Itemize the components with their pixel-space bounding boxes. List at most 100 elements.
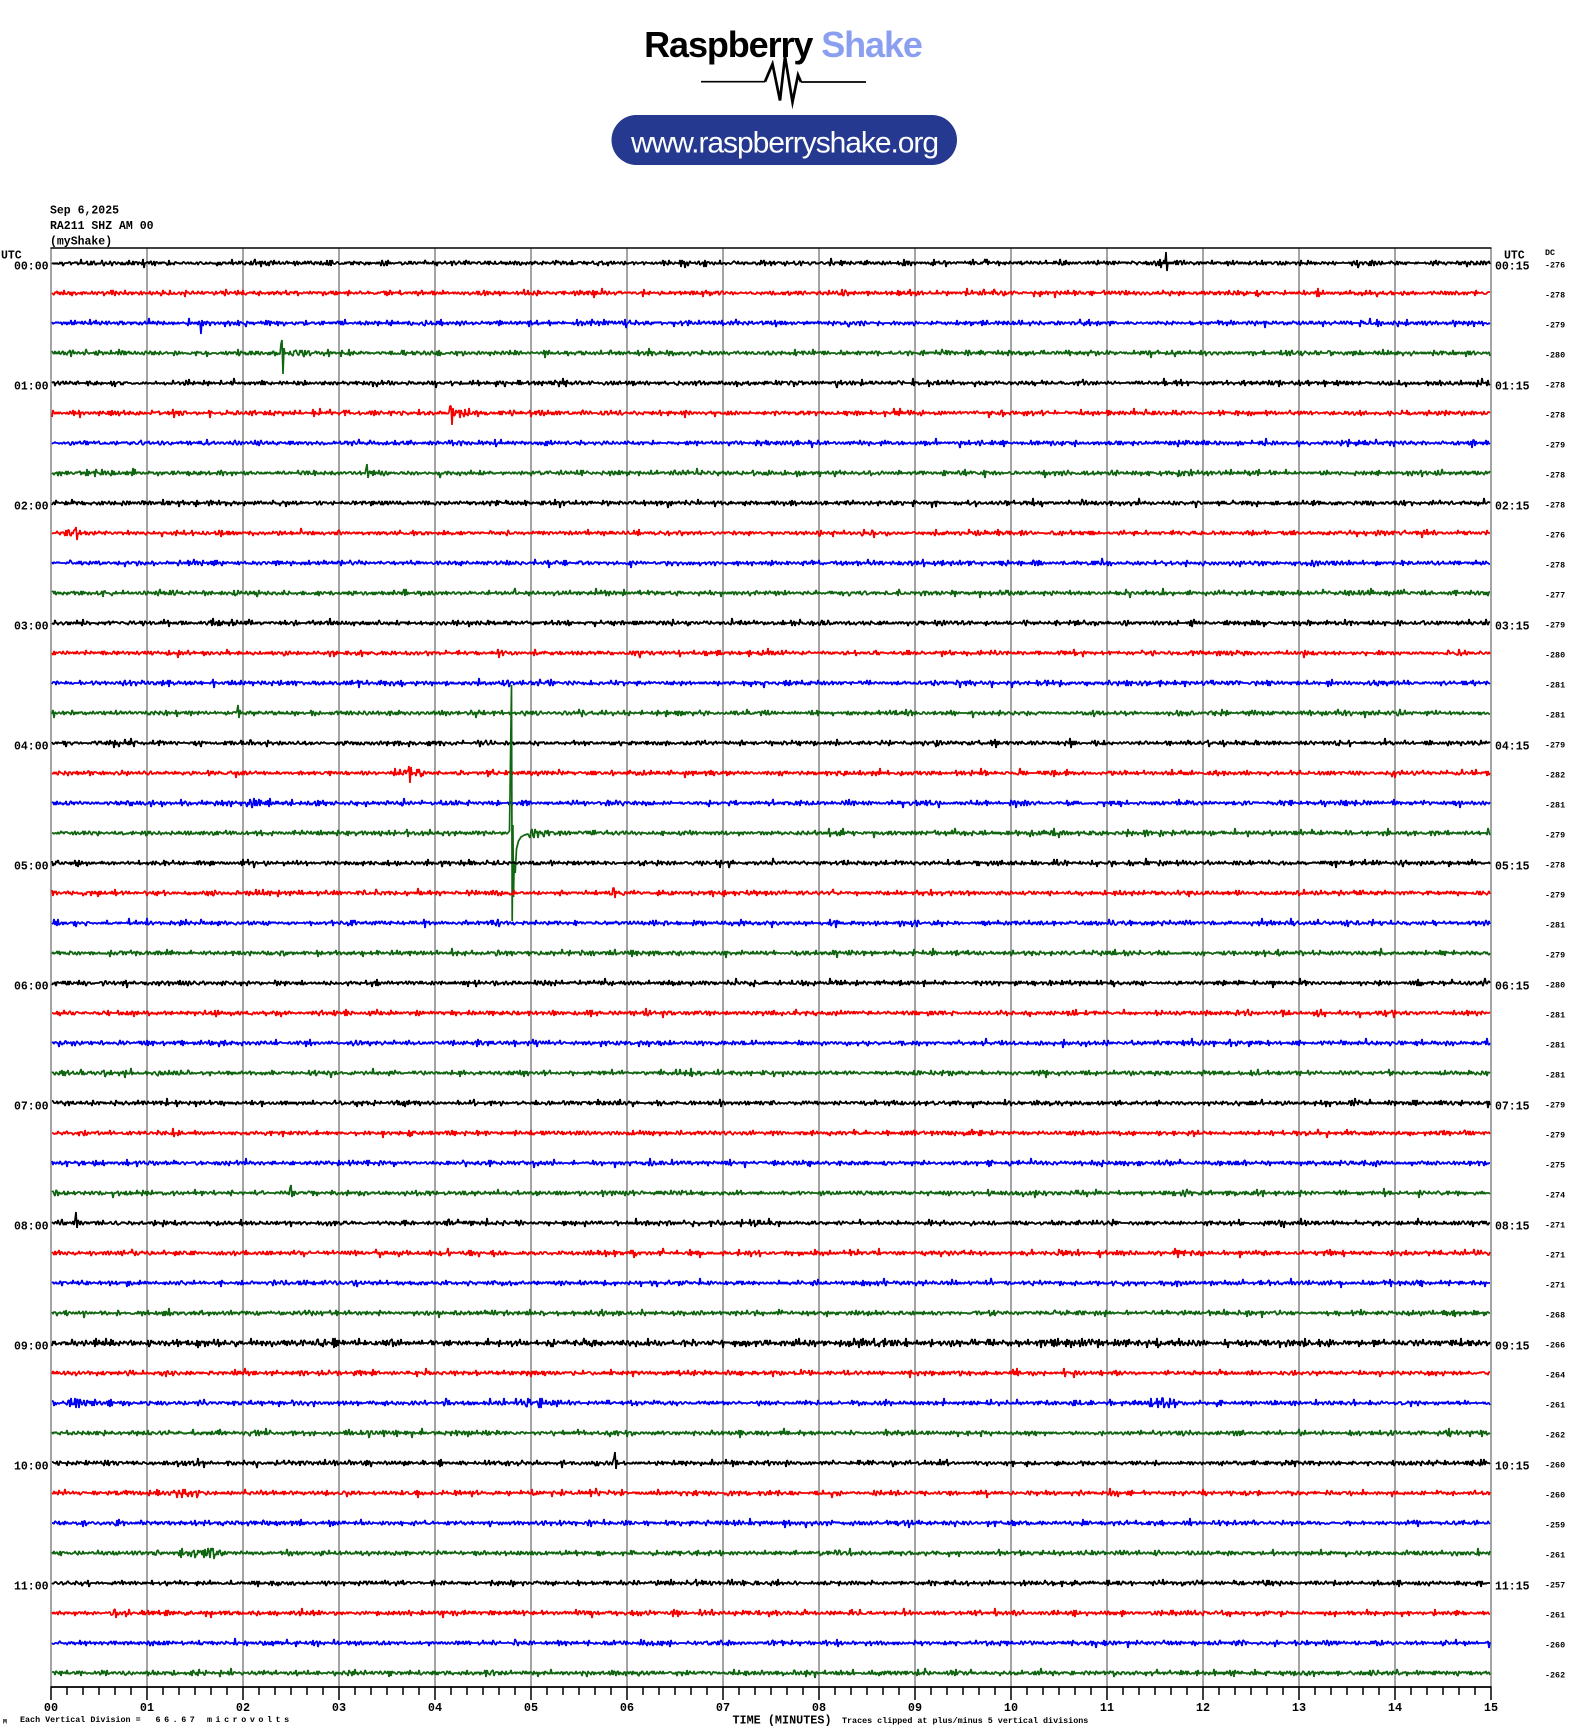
svg-text:-261: -261 xyxy=(1545,1401,1565,1411)
svg-text:-257: -257 xyxy=(1545,1581,1565,1591)
svg-text:-280: -280 xyxy=(1545,651,1565,661)
svg-text:TIME (MINUTES): TIME (MINUTES) xyxy=(732,1714,831,1728)
svg-text:11: 11 xyxy=(1100,1701,1114,1715)
svg-text:02:00: 02:00 xyxy=(14,500,49,513)
svg-text:-276: -276 xyxy=(1545,261,1565,271)
svg-text:14: 14 xyxy=(1388,1701,1402,1715)
svg-text:12: 12 xyxy=(1196,1701,1210,1715)
svg-text:-274: -274 xyxy=(1545,1191,1565,1201)
svg-text:Sep 6,2025: Sep 6,2025 xyxy=(50,205,119,218)
svg-text:-278: -278 xyxy=(1545,291,1565,301)
svg-text:-281: -281 xyxy=(1545,1011,1565,1021)
svg-text:-260: -260 xyxy=(1545,1491,1565,1501)
svg-text:-268: -268 xyxy=(1545,1311,1565,1321)
svg-text:10: 10 xyxy=(1004,1701,1018,1715)
svg-text:09:15: 09:15 xyxy=(1495,1340,1530,1353)
svg-text:03:00: 03:00 xyxy=(14,620,49,633)
svg-text:-276: -276 xyxy=(1545,531,1565,541)
svg-text:-278: -278 xyxy=(1545,861,1565,871)
svg-text:08: 08 xyxy=(812,1701,826,1715)
svg-text:-281: -281 xyxy=(1545,921,1565,931)
svg-text:-281: -281 xyxy=(1545,1071,1565,1081)
svg-text:10:00: 10:00 xyxy=(14,1460,49,1473)
svg-text:-280: -280 xyxy=(1545,981,1565,991)
svg-text:-281: -281 xyxy=(1545,801,1565,811)
svg-text:-281: -281 xyxy=(1545,711,1565,721)
svg-text:-275: -275 xyxy=(1545,1161,1565,1171)
svg-text:-278: -278 xyxy=(1545,501,1565,511)
svg-text:-259: -259 xyxy=(1545,1521,1565,1531)
svg-text:-278: -278 xyxy=(1545,411,1565,421)
svg-text:02: 02 xyxy=(236,1701,250,1715)
svg-text:Raspberry Shake: Raspberry Shake xyxy=(644,24,922,65)
svg-text:-279: -279 xyxy=(1545,831,1565,841)
svg-text:08:00: 08:00 xyxy=(14,1220,49,1233)
svg-text:04: 04 xyxy=(428,1701,442,1715)
svg-text:06:00: 06:00 xyxy=(14,980,49,993)
svg-text:DC: DC xyxy=(1545,248,1555,258)
svg-text:04:15: 04:15 xyxy=(1495,740,1530,753)
svg-text:05: 05 xyxy=(524,1701,538,1715)
svg-text:-261: -261 xyxy=(1545,1551,1565,1561)
svg-text:-279: -279 xyxy=(1545,1101,1565,1111)
svg-text:09:00: 09:00 xyxy=(14,1340,49,1353)
svg-text:09: 09 xyxy=(908,1701,922,1715)
svg-text:00:00: 00:00 xyxy=(14,260,49,273)
svg-text:03:15: 03:15 xyxy=(1495,620,1530,633)
svg-text:03: 03 xyxy=(332,1701,346,1715)
svg-text:10:15: 10:15 xyxy=(1495,1460,1530,1473)
svg-text:Traces clipped at plus/minus 5: Traces clipped at plus/minus 5 vertical … xyxy=(842,1716,1088,1726)
svg-text:00:15: 00:15 xyxy=(1495,260,1530,273)
svg-text:-281: -281 xyxy=(1545,1041,1565,1051)
svg-text:-279: -279 xyxy=(1545,951,1565,961)
svg-text:13: 13 xyxy=(1292,1701,1306,1715)
svg-text:-262: -262 xyxy=(1545,1431,1565,1441)
svg-text:-264: -264 xyxy=(1545,1371,1565,1381)
svg-text:M: M xyxy=(3,1719,7,1726)
svg-text:-278: -278 xyxy=(1545,381,1565,391)
svg-text:UTC: UTC xyxy=(1504,250,1525,263)
svg-text:06: 06 xyxy=(620,1701,634,1715)
svg-text:-279: -279 xyxy=(1545,621,1565,631)
svg-text:01: 01 xyxy=(140,1701,154,1715)
svg-text:-281: -281 xyxy=(1545,681,1565,691)
svg-text:Each Vertical Division =: Each Vertical Division = xyxy=(20,1715,141,1725)
svg-text:02:15: 02:15 xyxy=(1495,500,1530,513)
svg-text:-260: -260 xyxy=(1545,1641,1565,1651)
svg-text:-279: -279 xyxy=(1545,1131,1565,1141)
svg-text:07:00: 07:00 xyxy=(14,1100,49,1113)
svg-text:RA211 SHZ AM 00: RA211 SHZ AM 00 xyxy=(50,220,154,233)
svg-text:11:15: 11:15 xyxy=(1495,1580,1530,1593)
svg-text:08:15: 08:15 xyxy=(1495,1220,1530,1233)
svg-text:-279: -279 xyxy=(1545,321,1565,331)
svg-text:-279: -279 xyxy=(1545,741,1565,751)
svg-text:-266: -266 xyxy=(1545,1341,1565,1351)
svg-text:11:00: 11:00 xyxy=(14,1580,49,1593)
svg-text:-271: -271 xyxy=(1545,1281,1565,1291)
svg-text:06:15: 06:15 xyxy=(1495,980,1530,993)
svg-text:-277: -277 xyxy=(1545,591,1565,601)
svg-text:05:15: 05:15 xyxy=(1495,860,1530,873)
svg-text:-278: -278 xyxy=(1545,561,1565,571)
svg-text:07:15: 07:15 xyxy=(1495,1100,1530,1113)
svg-text:(myShake): (myShake) xyxy=(50,236,112,249)
svg-text:-282: -282 xyxy=(1545,771,1565,781)
svg-text:05:00: 05:00 xyxy=(14,860,49,873)
svg-text:-261: -261 xyxy=(1545,1611,1565,1621)
svg-text:07: 07 xyxy=(716,1701,730,1715)
svg-text:UTC: UTC xyxy=(1,250,22,263)
svg-text:-280: -280 xyxy=(1545,351,1565,361)
svg-text:01:15: 01:15 xyxy=(1495,380,1530,393)
svg-text:-271: -271 xyxy=(1545,1251,1565,1261)
svg-text:-279: -279 xyxy=(1545,441,1565,451)
svg-text:www.raspberryshake.org: www.raspberryshake.org xyxy=(630,127,938,160)
svg-text:-271: -271 xyxy=(1545,1221,1565,1231)
svg-text:-260: -260 xyxy=(1545,1461,1565,1471)
svg-text:01:00: 01:00 xyxy=(14,380,49,393)
svg-text:-278: -278 xyxy=(1545,471,1565,481)
svg-text:-262: -262 xyxy=(1545,1671,1565,1681)
svg-text:66.67 microvolts: 66.67 microvolts xyxy=(156,1715,293,1725)
svg-text:04:00: 04:00 xyxy=(14,740,49,753)
svg-text:00: 00 xyxy=(44,1701,58,1715)
svg-text:15: 15 xyxy=(1484,1701,1498,1715)
